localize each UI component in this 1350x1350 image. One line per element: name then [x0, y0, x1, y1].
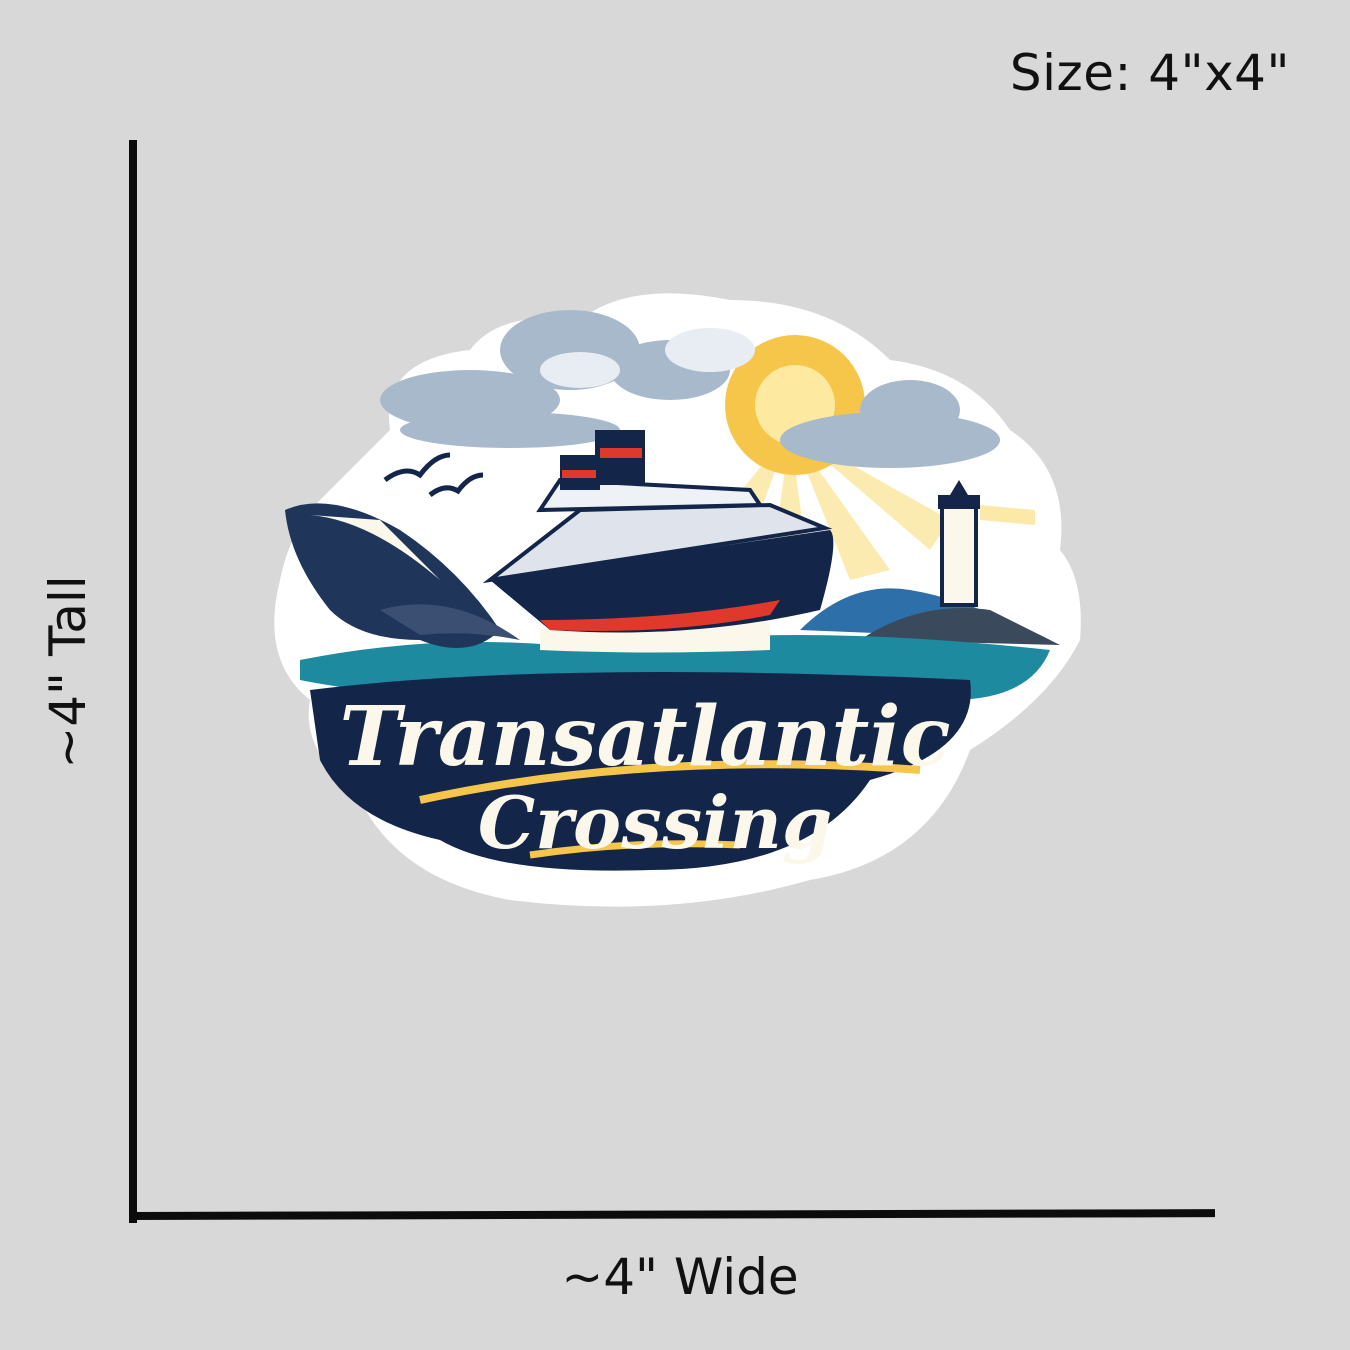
width-dimension-line — [128, 1209, 1216, 1220]
clouds-icon — [380, 310, 1000, 468]
seagulls-icon — [383, 452, 484, 498]
height-dimension-line — [129, 140, 137, 1223]
ocean-liner-icon — [482, 430, 834, 633]
size-label: Size: 4"x4" — [1009, 44, 1290, 102]
sticker-title-line1: Transatlantic — [339, 689, 950, 785]
width-label: ~4" Wide — [561, 1248, 799, 1306]
height-label: ~4" Tall — [39, 575, 97, 769]
sticker-illustration: Transatlantic Crossing — [274, 293, 1081, 907]
lighthouse-icon — [800, 480, 1060, 645]
sticker-title-line2: Crossing — [478, 780, 832, 865]
humpback-whale-icon — [285, 503, 520, 648]
